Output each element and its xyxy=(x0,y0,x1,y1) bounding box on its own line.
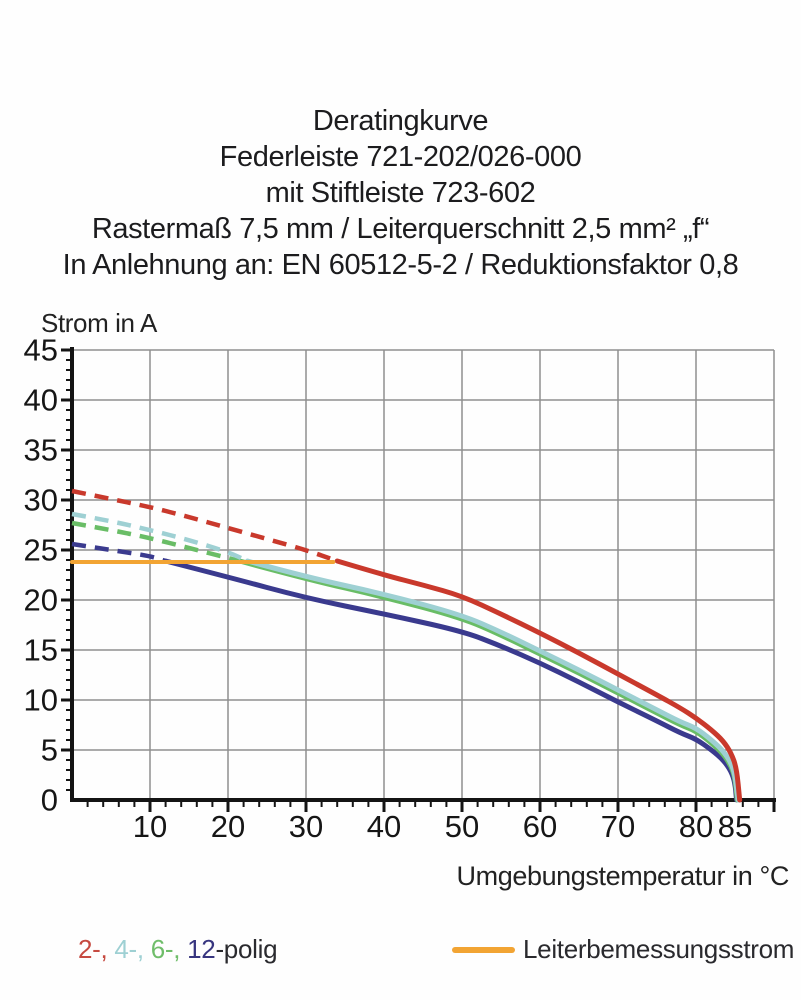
title-line-3: mit Stiftleiste 723-602 xyxy=(265,177,536,209)
title-line-4: Rastermaß 7,5 mm / Leiterquerschnitt 2,5… xyxy=(91,213,710,245)
y-tick-label: 45 xyxy=(24,333,58,368)
y-tick-label: 15 xyxy=(24,633,58,668)
title-line-2: Federleiste 721-202/026-000 xyxy=(219,141,582,173)
chart-title: Deratingkurve Federleiste 721-202/026-00… xyxy=(0,103,801,283)
x-tick-label: 85 xyxy=(718,809,752,844)
series-solid-segment xyxy=(245,558,741,803)
series-solid-segment xyxy=(334,558,743,803)
title-line-5: In Anlehnung an: EN 60512-5-2 / Reduktio… xyxy=(62,249,739,281)
series-dashed-segment xyxy=(71,520,241,564)
tick-labels: 10 20 30 40 50 60 70 80 85 0 5 10 15 20 25 30 35 40 45 xyxy=(24,333,753,845)
rated-current-label: Leiterbemessungsstrom xyxy=(523,934,795,964)
rated-current-line-swatch xyxy=(452,947,515,953)
x-tick-label: 60 xyxy=(523,809,557,844)
x-tick-label: 80 xyxy=(679,809,713,844)
x-tick-label: 40 xyxy=(367,809,401,844)
series-2-polig xyxy=(71,488,743,803)
legend-pole-token: 2-, xyxy=(78,934,115,964)
y-tick-label: 30 xyxy=(24,483,58,518)
x-tick-label: 50 xyxy=(445,809,479,844)
series-dashed-segment xyxy=(71,511,249,564)
tick-marks xyxy=(61,348,776,812)
series-dashed-segment xyxy=(71,541,167,564)
legend-poles: 2-, 4-, 6-, 12-polig xyxy=(78,934,278,965)
y-tick-label: 0 xyxy=(41,783,58,818)
y-axis-label: Strom in A xyxy=(41,308,157,338)
x-tick-label: 70 xyxy=(601,809,635,844)
series-12-polig xyxy=(71,541,740,803)
y-tick-label: 40 xyxy=(24,383,58,418)
series-4-polig xyxy=(71,511,741,803)
legend-pole-token: 4-, xyxy=(114,934,151,964)
x-axis-label: Umgebungstemperatur in °C xyxy=(456,861,790,891)
legend-pole-token: -polig xyxy=(215,934,278,964)
y-tick-label: 10 xyxy=(24,683,58,718)
y-tick-label: 35 xyxy=(24,433,58,468)
y-tick-label: 5 xyxy=(41,733,58,768)
x-tick-label: 30 xyxy=(289,809,323,844)
series-solid-segment xyxy=(163,558,740,803)
x-tick-label: 10 xyxy=(133,809,167,844)
legend-pole-token: 6-, xyxy=(150,934,188,964)
y-tick-label: 20 xyxy=(24,583,58,618)
series-dashed-segment xyxy=(71,488,338,564)
axes xyxy=(70,347,776,802)
x-tick-label: 20 xyxy=(211,809,245,844)
legend-pole-token: 12 xyxy=(187,934,216,964)
y-tick-label: 25 xyxy=(24,533,58,568)
title-line-1: Deratingkurve xyxy=(312,105,489,137)
gridlines xyxy=(72,349,775,800)
